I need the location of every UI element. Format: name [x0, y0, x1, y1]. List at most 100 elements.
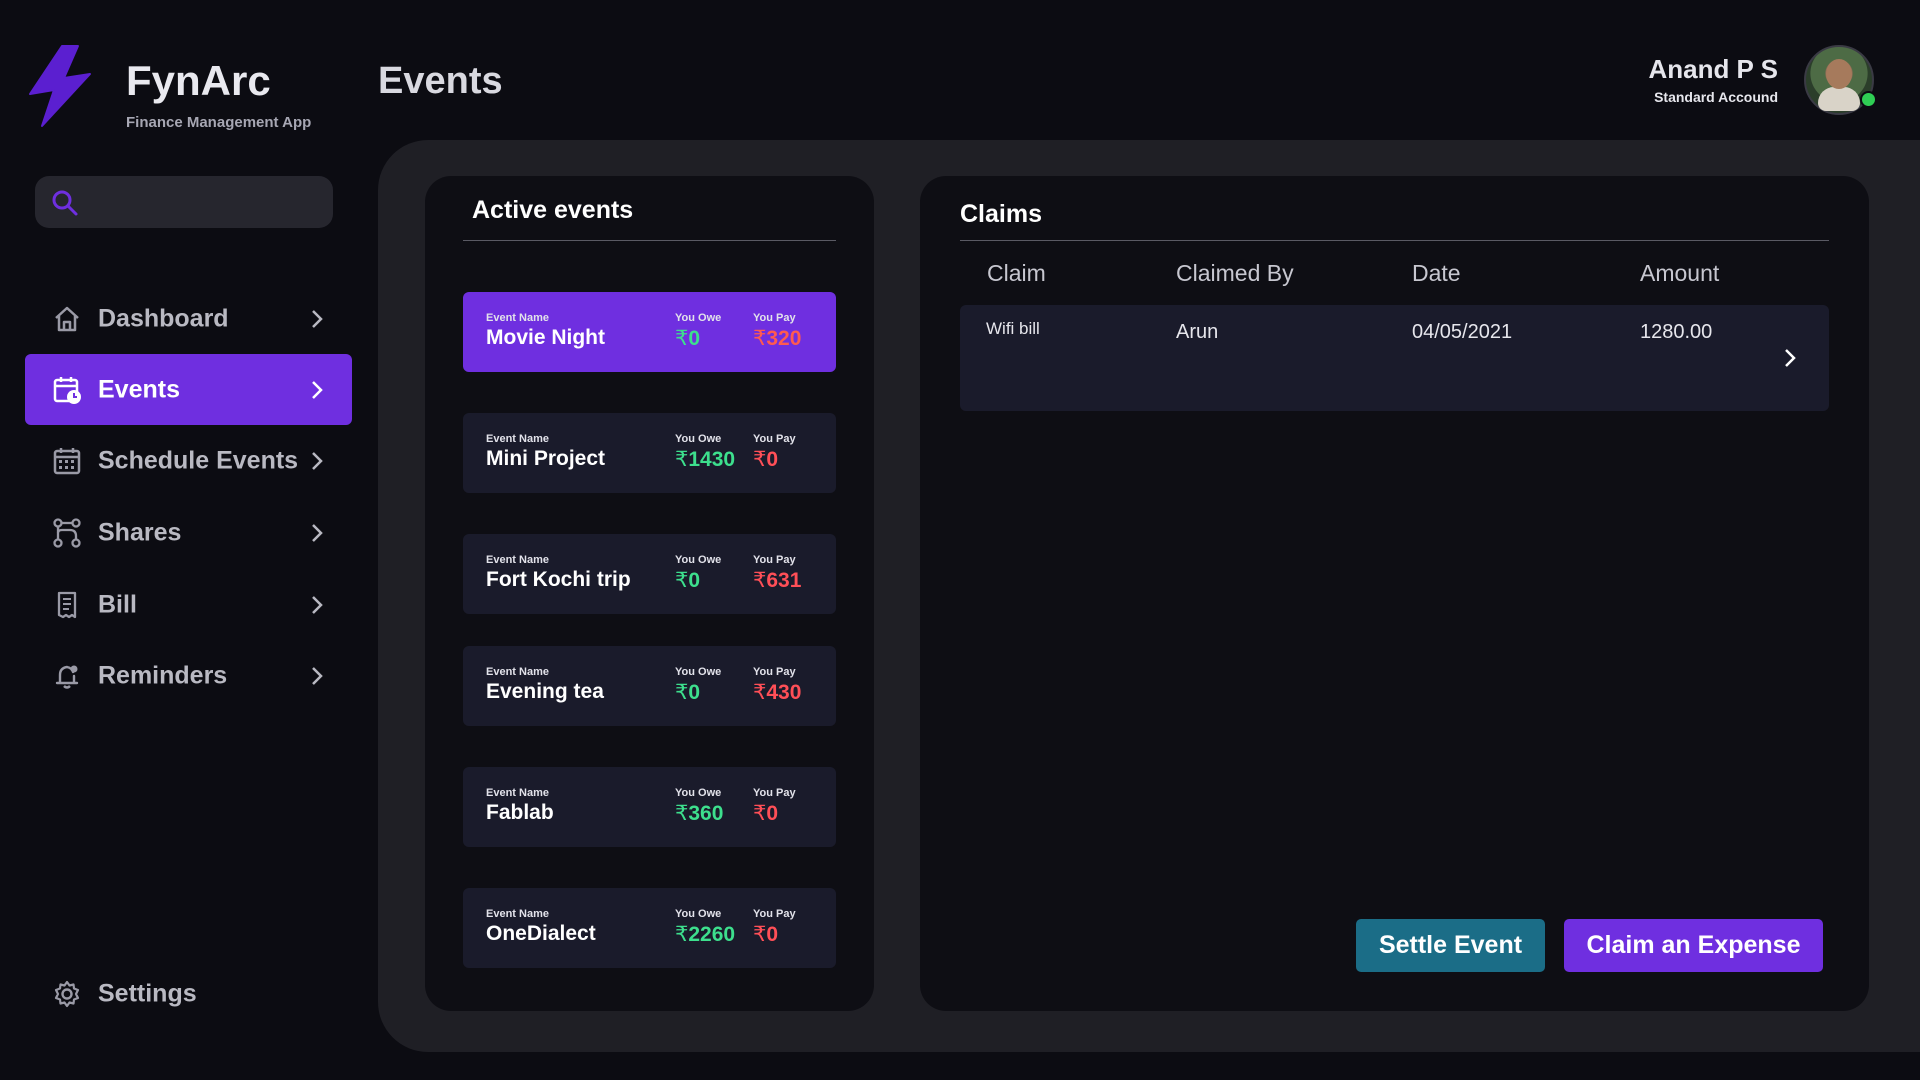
sidebar-item-label: Dashboard: [98, 304, 229, 332]
search-icon: [52, 190, 78, 216]
event-name-label: Event Name: [486, 554, 549, 566]
event-name-label: Event Name: [486, 666, 549, 678]
app-name: FynArc: [126, 57, 271, 104]
event-name: Mini Project: [486, 447, 606, 470]
calendar-clock-icon: [51, 374, 83, 406]
event-card[interactable]: Event Name OneDialect You Owe ₹2260 You …: [463, 888, 836, 968]
sidebar-item-label: Shares: [98, 518, 182, 546]
currency-symbol: ₹: [753, 569, 767, 592]
branch-icon: [51, 517, 83, 549]
event-name-label: Event Name: [486, 908, 549, 920]
sidebar-item-reminders[interactable]: Reminders: [25, 640, 352, 711]
column-header-date: Date: [1412, 260, 1461, 286]
currency-symbol: ₹: [675, 923, 689, 946]
sidebar-item-label: Schedule Events: [98, 446, 299, 474]
you-owe-value: 0: [688, 569, 701, 592]
currency-symbol: ₹: [675, 569, 689, 592]
search-input[interactable]: [35, 176, 333, 228]
chevron-right-icon: [312, 595, 323, 614]
you-pay-value: 631: [766, 569, 802, 592]
receipt-icon: [51, 589, 83, 621]
you-pay-label: You Pay: [753, 908, 796, 920]
divider: [960, 240, 1829, 241]
claimed-by: Arun: [1176, 321, 1219, 343]
claim-name: Wifi bill: [986, 319, 1040, 338]
events-heading: Active events: [472, 196, 634, 224]
currency-symbol: ₹: [753, 327, 767, 350]
claim-date: 04/05/2021: [1412, 321, 1513, 343]
gear-icon: [51, 978, 83, 1010]
chevron-right-icon: [312, 309, 323, 328]
event-card[interactable]: Event Name Mini Project You Owe ₹1430 Yo…: [463, 413, 836, 493]
you-pay-label: You Pay: [753, 787, 796, 799]
column-header-claim: Claim: [987, 260, 1046, 286]
chevron-right-icon[interactable]: [1781, 345, 1799, 371]
user-info[interactable]: Anand P S Standard Accound: [1648, 54, 1778, 105]
you-pay-value: 0: [766, 923, 779, 946]
currency-symbol: ₹: [753, 802, 767, 825]
lightning-logo-icon: [29, 45, 91, 127]
you-owe-value: 1430: [688, 448, 736, 471]
claims-heading: Claims: [960, 200, 1042, 228]
avatar[interactable]: [1804, 45, 1877, 115]
currency-symbol: ₹: [753, 681, 767, 704]
sidebar-item-dashboard[interactable]: Dashboard: [25, 283, 352, 354]
app-logo[interactable]: FynArc Finance Management App: [28, 44, 311, 131]
active-events-panel: Active events Event Name Movie Night You…: [425, 176, 874, 1011]
sidebar-item-label: Settings: [98, 979, 197, 1007]
currency-symbol: ₹: [675, 448, 689, 471]
you-owe-value: 2260: [688, 923, 736, 946]
you-pay-label: You Pay: [753, 666, 796, 678]
currency-symbol: ₹: [675, 681, 689, 704]
you-owe-label: You Owe: [675, 433, 722, 445]
sidebar-item-settings[interactable]: Settings: [25, 958, 352, 1029]
event-name: Fort Kochi trip: [486, 568, 631, 591]
currency-symbol: ₹: [753, 448, 767, 471]
divider: [463, 240, 836, 241]
home-icon: [51, 303, 83, 335]
sidebar-item-label: Reminders: [98, 661, 228, 689]
event-name: OneDialect: [486, 922, 596, 945]
user-role: Standard Accound: [1654, 89, 1778, 105]
you-owe-label: You Owe: [675, 787, 722, 799]
currency-symbol: ₹: [675, 802, 689, 825]
claim-amount: 1280.00: [1640, 321, 1713, 343]
currency-symbol: ₹: [753, 923, 767, 946]
settle-event-button[interactable]: Settle Event: [1356, 919, 1545, 972]
sidebar-item-label: Events: [98, 375, 180, 403]
claim-expense-button[interactable]: Claim an Expense: [1564, 919, 1823, 972]
event-name: Fablab: [486, 801, 554, 824]
chevron-right-icon: [312, 380, 323, 399]
avatar-face: [1826, 59, 1852, 89]
chevron-right-icon: [312, 523, 323, 542]
user-name: Anand P S: [1648, 54, 1778, 84]
you-owe-value: 0: [688, 681, 701, 704]
sidebar-item-label: Bill: [98, 590, 137, 618]
event-card[interactable]: Event Name Evening tea You Owe ₹0 You Pa…: [463, 646, 836, 726]
sidebar-item-bill[interactable]: Bill: [25, 569, 352, 640]
you-owe-label: You Owe: [675, 554, 722, 566]
event-card[interactable]: Event Name Movie Night You Owe ₹0 You Pa…: [463, 292, 836, 372]
calendar-grid-icon: [51, 445, 83, 477]
event-name: Evening tea: [486, 680, 604, 703]
event-card[interactable]: Event Name Fablab You Owe ₹360 You Pay ₹…: [463, 767, 836, 847]
event-name-label: Event Name: [486, 787, 549, 799]
you-owe-label: You Owe: [675, 666, 722, 678]
you-owe-label: You Owe: [675, 908, 722, 920]
sidebar-item-shares[interactable]: Shares: [25, 497, 352, 568]
column-header-amount: Amount: [1640, 260, 1720, 286]
you-owe-value: 0: [688, 327, 701, 350]
you-pay-label: You Pay: [753, 554, 796, 566]
event-name-label: Event Name: [486, 433, 549, 445]
you-pay-label: You Pay: [753, 312, 796, 324]
event-card[interactable]: Event Name Fort Kochi trip You Owe ₹0 Yo…: [463, 534, 836, 614]
chevron-right-icon: [312, 451, 323, 470]
you-owe-label: You Owe: [675, 312, 722, 324]
page-title: Events: [378, 60, 503, 102]
table-row[interactable]: Wifi bill Arun 04/05/2021 1280.00: [960, 305, 1829, 411]
column-header-claimed-by: Claimed By: [1176, 260, 1294, 286]
you-pay-label: You Pay: [753, 433, 796, 445]
event-name: Movie Night: [486, 326, 605, 349]
sidebar-item-events[interactable]: Events: [25, 354, 352, 425]
sidebar-item-schedule-events[interactable]: Schedule Events: [25, 425, 352, 496]
